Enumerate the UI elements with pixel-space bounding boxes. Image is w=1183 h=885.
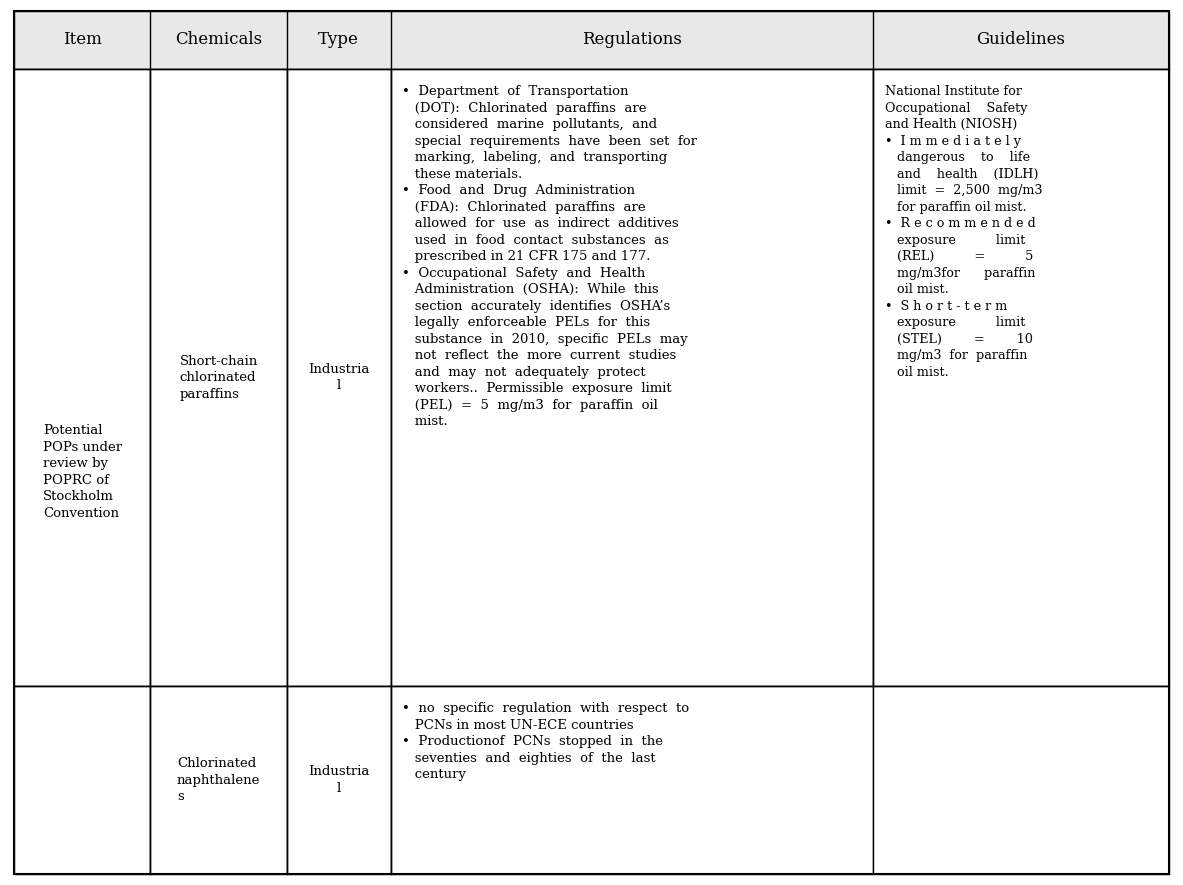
Text: Regulations: Regulations <box>582 32 681 49</box>
Text: Potential
POPs under
review by
POPRC of
Stockholm
Convention: Potential POPs under review by POPRC of … <box>43 424 122 519</box>
Text: Type: Type <box>318 32 360 49</box>
Text: Chlorinated
naphthalene
s: Chlorinated naphthalene s <box>177 758 260 804</box>
Text: Short-chain
chlorinated
paraffins: Short-chain chlorinated paraffins <box>180 355 258 401</box>
Bar <box>286 686 390 874</box>
Text: Guidelines: Guidelines <box>976 32 1066 49</box>
Bar <box>14 686 150 874</box>
Bar <box>14 11 1169 69</box>
Text: Industria
l: Industria l <box>308 363 369 392</box>
Text: •  no  specific  regulation  with  respect  to
   PCNs in most UN-ECE countries
: • no specific regulation with respect to… <box>402 702 690 781</box>
Text: Industria
l: Industria l <box>308 766 369 795</box>
Bar <box>150 686 286 874</box>
Bar <box>390 686 873 874</box>
Bar <box>14 69 150 686</box>
Text: Item: Item <box>63 32 102 49</box>
Bar <box>873 69 1169 686</box>
Bar <box>286 69 390 686</box>
Text: National Institute for
Occupational    Safety
and Health (NIOSH)
•  I m m e d i : National Institute for Occupational Safe… <box>885 85 1042 379</box>
Bar <box>390 69 873 686</box>
Text: •  Department  of  Transportation
   (DOT):  Chlorinated  paraffins  are
   cons: • Department of Transportation (DOT): Ch… <box>402 85 698 428</box>
Text: Chemicals: Chemicals <box>175 32 263 49</box>
Bar <box>150 69 286 686</box>
Bar <box>873 686 1169 874</box>
